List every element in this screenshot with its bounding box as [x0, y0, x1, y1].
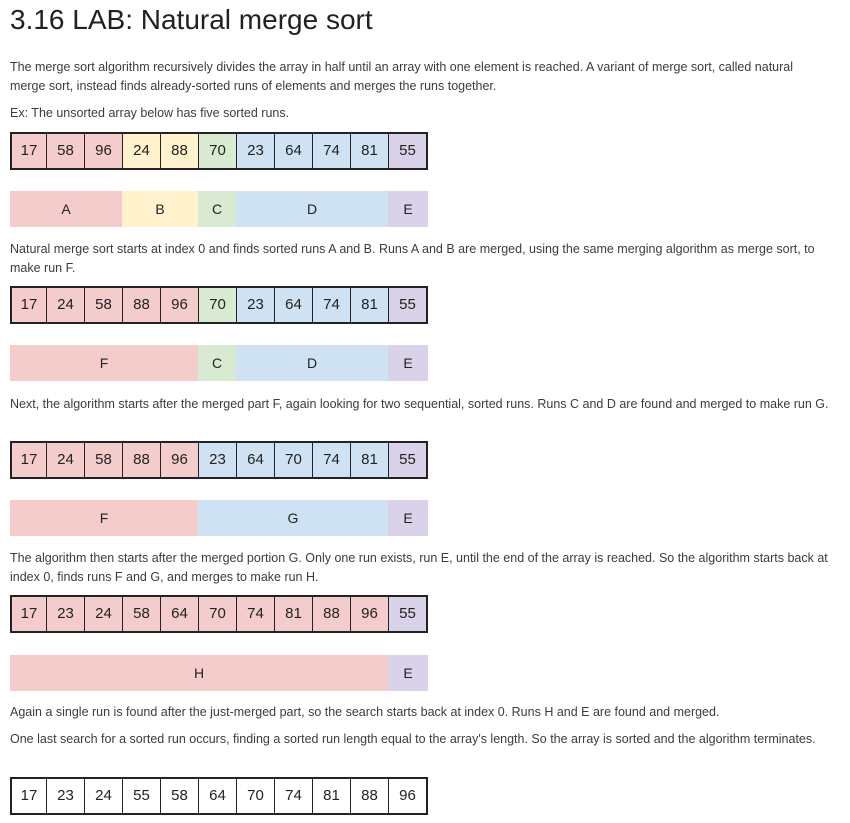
- intro-paragraph: The merge sort algorithm recursively div…: [10, 60, 794, 93]
- step-merge-fg-paragraph: The algorithm then starts after the merg…: [10, 551, 828, 584]
- array-cell: 88: [122, 443, 160, 477]
- array-cell: 17: [12, 443, 46, 477]
- array-cell: 74: [312, 288, 350, 322]
- array-cell: 64: [198, 779, 236, 813]
- array-cell: 24: [122, 134, 160, 168]
- run-label-a: A: [10, 191, 122, 227]
- array-unsorted: 17 58 96 24 88 70 23 64 74 81 55: [10, 132, 428, 170]
- run-label-h: H: [10, 655, 388, 691]
- array-cell: 74: [312, 443, 350, 477]
- array-cell: 64: [160, 597, 198, 631]
- array-cell: 55: [122, 779, 160, 813]
- array-cell: 74: [274, 779, 312, 813]
- array-cell: 70: [274, 443, 312, 477]
- array-cell: 70: [198, 134, 236, 168]
- run-label-f: F: [10, 500, 198, 536]
- array-cell: 55: [388, 597, 426, 631]
- array-cell: 55: [388, 443, 426, 477]
- array-cell: 17: [12, 597, 46, 631]
- array-cell: 70: [198, 288, 236, 322]
- array-cell: 24: [46, 288, 84, 322]
- array-cell: 96: [84, 134, 122, 168]
- step-merge-he-paragraph: Again a single run is found after the ju…: [10, 705, 720, 719]
- array-cell: 24: [84, 597, 122, 631]
- array-cell: 23: [46, 779, 84, 813]
- array-cell: 23: [236, 288, 274, 322]
- array-cell: 81: [350, 288, 388, 322]
- array-cell: 88: [312, 597, 350, 631]
- array-cell: 17: [12, 288, 46, 322]
- final-paragraph: One last search for a sorted run occurs,…: [10, 732, 816, 746]
- array-after-merge-f: 17 24 58 88 96 70 23 64 74 81 55: [10, 286, 428, 324]
- array-cell: 55: [388, 288, 426, 322]
- array-cell: 88: [160, 134, 198, 168]
- array-cell: 23: [198, 443, 236, 477]
- run-label-c: C: [198, 345, 236, 381]
- array-cell: 17: [12, 134, 46, 168]
- step-merge-cd-paragraph: Next, the algorithm starts after the mer…: [10, 397, 829, 411]
- array-cell: 64: [274, 288, 312, 322]
- run-label-c: C: [198, 191, 236, 227]
- array-cell: 81: [350, 134, 388, 168]
- run-label-d: D: [236, 345, 388, 381]
- array-cell: 70: [198, 597, 236, 631]
- array-cell: 81: [350, 443, 388, 477]
- run-label-e: E: [388, 191, 428, 227]
- array-cell: 88: [122, 288, 160, 322]
- array-cell: 55: [388, 134, 426, 168]
- step-merge-ab-paragraph: Natural merge sort starts at index 0 and…: [10, 242, 815, 275]
- run-label-g: G: [198, 500, 388, 536]
- array-cell: 17: [12, 779, 46, 813]
- run-label-e: E: [388, 345, 428, 381]
- run-label-e: E: [388, 500, 428, 536]
- run-label-e: E: [388, 655, 428, 691]
- array-cell: 96: [160, 288, 198, 322]
- array-sorted: 17 23 24 55 58 64 70 74 81 88 96: [10, 777, 428, 815]
- array-cell: 58: [84, 443, 122, 477]
- array-after-merge-g: 17 24 58 88 96 23 64 70 74 81 55: [10, 441, 428, 479]
- array-cell: 64: [274, 134, 312, 168]
- array-after-merge-h: 17 23 24 58 64 70 74 81 88 96 55: [10, 595, 428, 633]
- array-cell: 74: [236, 597, 274, 631]
- page-title: 3.16 LAB: Natural merge sort: [10, 4, 373, 35]
- run-label-b: B: [122, 191, 198, 227]
- array-cell: 58: [122, 597, 160, 631]
- array-cell: 70: [236, 779, 274, 813]
- array-cell: 24: [84, 779, 122, 813]
- array-cell: 74: [312, 134, 350, 168]
- run-label-d: D: [236, 191, 388, 227]
- array-cell: 96: [350, 597, 388, 631]
- array-cell: 24: [46, 443, 84, 477]
- array-cell: 23: [46, 597, 84, 631]
- array-cell: 81: [274, 597, 312, 631]
- array-cell: 58: [84, 288, 122, 322]
- array-cell: 23: [236, 134, 274, 168]
- array-cell: 96: [160, 443, 198, 477]
- array-cell: 64: [236, 443, 274, 477]
- array-cell: 58: [160, 779, 198, 813]
- run-label-f: F: [10, 345, 198, 381]
- example-paragraph: Ex: The unsorted array below has five so…: [10, 106, 290, 120]
- array-cell: 88: [350, 779, 388, 813]
- array-cell: 81: [312, 779, 350, 813]
- array-cell: 58: [46, 134, 84, 168]
- array-cell: 96: [388, 779, 426, 813]
